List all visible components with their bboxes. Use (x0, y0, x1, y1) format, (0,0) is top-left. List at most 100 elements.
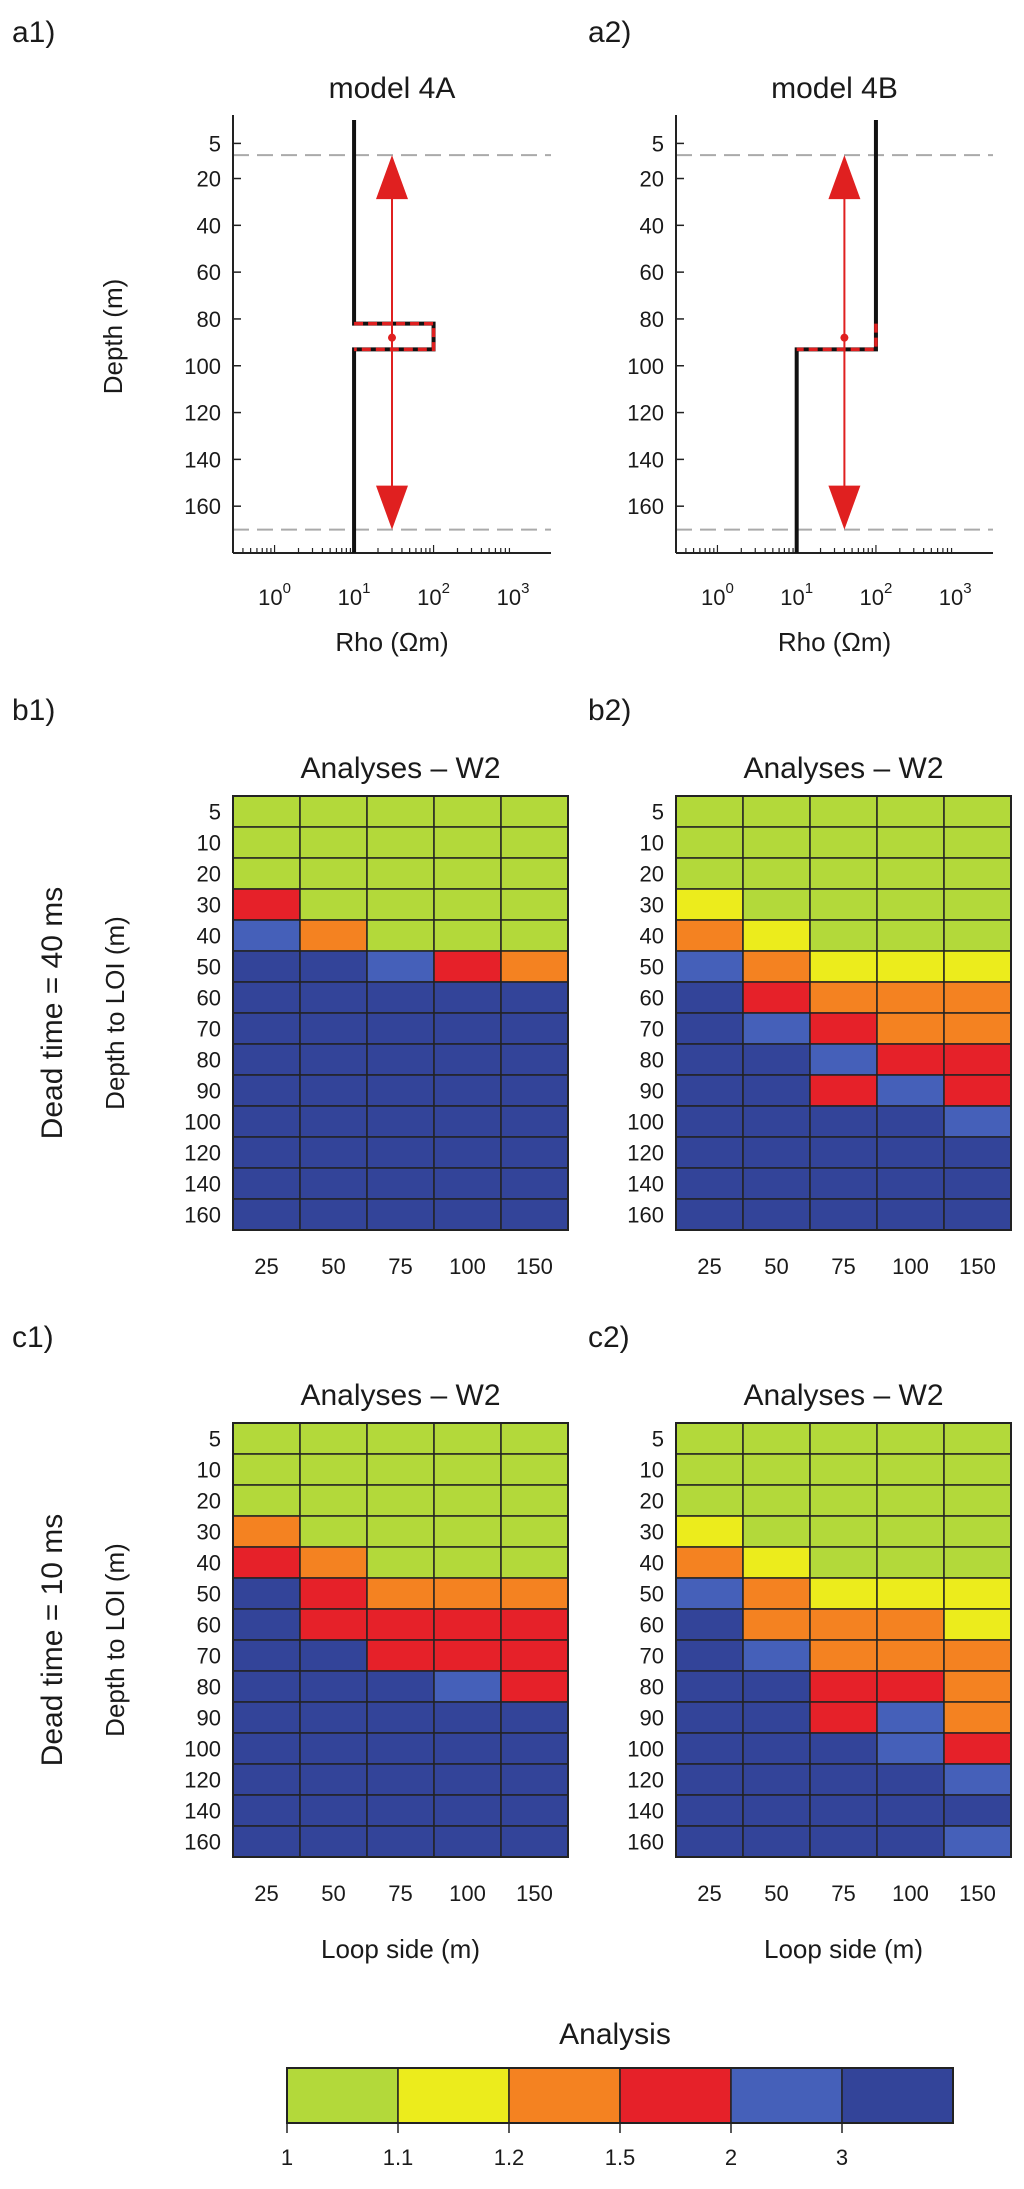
heatmap-cell (742, 1167, 811, 1200)
heatmap-cell (433, 950, 502, 983)
heatmap-cell (675, 981, 744, 1014)
y-tick-label: 70 (197, 1017, 221, 1042)
heatmap-cell (742, 888, 811, 921)
heatmap-frame (232, 795, 569, 1231)
heatmap-cell (500, 1701, 569, 1734)
heatmap-cell (366, 919, 435, 952)
heatmap-cell (433, 1198, 502, 1231)
y-tick-label: 50 (197, 955, 221, 980)
chart-title: model 4B (771, 72, 898, 105)
heatmap-cell (876, 981, 945, 1014)
legend-swatch (397, 2067, 510, 2124)
chart-title: Analyses – W2 (743, 752, 943, 785)
heatmap-cell (500, 1484, 569, 1517)
heatmap-cell (366, 1670, 435, 1703)
heatmap-cell (299, 1167, 368, 1200)
heatmap-cell (675, 795, 744, 828)
heatmap-cell (742, 1577, 811, 1610)
heatmap-cell (433, 1794, 502, 1827)
heatmap-cell (433, 1074, 502, 1107)
heatmap-cell (675, 1484, 744, 1517)
y-tick-label: 60 (197, 986, 221, 1011)
heatmap-cell (675, 1639, 744, 1672)
x-tick-label: 102 (860, 580, 893, 610)
y-tick-label: 80 (197, 1048, 221, 1073)
heatmap-cell (809, 1167, 878, 1200)
heatmap-cell (433, 1012, 502, 1045)
heatmap-cell (809, 826, 878, 859)
y-tick-label: 10 (640, 831, 664, 856)
heatmap-cell (500, 1608, 569, 1641)
heatmap-cell (299, 1546, 368, 1579)
heatmap-cell (232, 1136, 301, 1169)
y-tick-label: 40 (197, 213, 221, 238)
y-tick-label: 5 (652, 800, 664, 825)
heatmap-cell (943, 1105, 1012, 1138)
heatmap-cell (809, 1577, 878, 1610)
y-tick-label: 5 (209, 800, 221, 825)
x-tick-label: 25 (697, 1881, 721, 1906)
heatmap-cell (943, 919, 1012, 952)
heatmap-frame (232, 1422, 569, 1858)
heatmap-cell (943, 1608, 1012, 1641)
y-tick-label: 140 (627, 447, 664, 472)
heatmap-cell (876, 1577, 945, 1610)
heatmap-cell (809, 1825, 878, 1858)
heatmap-cell (232, 1825, 301, 1858)
heatmap-cell (876, 1608, 945, 1641)
heatmap-cell (943, 1763, 1012, 1796)
heatmap-cell (366, 826, 435, 859)
heatmap-cell (299, 981, 368, 1014)
heatmap-cell (299, 1453, 368, 1486)
heatmap-cell (500, 1422, 569, 1455)
heatmap-cell (232, 1198, 301, 1231)
heatmap-cell (366, 1136, 435, 1169)
y-tick-label: 60 (640, 1613, 664, 1638)
y-tick-label: 90 (197, 1706, 221, 1731)
heatmap-cell (876, 1484, 945, 1517)
heatmap-cell (366, 1043, 435, 1076)
heatmap-cell (500, 1453, 569, 1486)
legend-tick-label: 1.1 (383, 2145, 414, 2170)
heatmap-cell (809, 950, 878, 983)
y-tick-label: 10 (197, 1458, 221, 1483)
heatmap-cell (299, 1825, 368, 1858)
heatmap-cell (299, 1701, 368, 1734)
heatmap-cell (433, 1577, 502, 1610)
heatmap-cell (500, 950, 569, 983)
heatmap-cell (500, 1198, 569, 1231)
x-tick-label: 75 (388, 1254, 412, 1279)
heatmap-cell (366, 1105, 435, 1138)
legend-title: Analysis (559, 2018, 671, 2051)
heatmap-cell (876, 1670, 945, 1703)
heatmap-cell (232, 1701, 301, 1734)
y-tick-label: 120 (627, 1141, 664, 1166)
y-tick-label: 100 (184, 354, 221, 379)
heatmap-cell (742, 1484, 811, 1517)
heatmap-cell (876, 888, 945, 921)
legend-tick-label: 1 (281, 2145, 293, 2170)
heatmap-cell (809, 1198, 878, 1231)
heatmap-cell (366, 1074, 435, 1107)
legend-swatch (286, 2067, 399, 2124)
heatmap-cell (500, 1105, 569, 1138)
heatmap-cell (299, 826, 368, 859)
arrow-head-up (376, 155, 408, 200)
heatmap-cell (433, 1515, 502, 1548)
chart-title: Analyses – W2 (300, 1379, 500, 1412)
heatmap-cell (876, 1105, 945, 1138)
heatmap-cell (742, 1515, 811, 1548)
heatmap-cell (675, 1198, 744, 1231)
heatmap-cell (943, 888, 1012, 921)
heatmap-cell (500, 1794, 569, 1827)
heatmap-cell (876, 1701, 945, 1734)
heatmap-cell (366, 1422, 435, 1455)
heatmap-cell (742, 950, 811, 983)
heatmap-cell (366, 1608, 435, 1641)
legend-tick-label: 3 (836, 2145, 848, 2170)
heatmap-cell (433, 919, 502, 952)
legend: Analysis 1 1.1 1.2 1.5 2 3 (281, 2018, 954, 2170)
heatmap-cell (299, 1670, 368, 1703)
heatmap-cell (232, 857, 301, 890)
heatmap-cell (675, 1043, 744, 1076)
